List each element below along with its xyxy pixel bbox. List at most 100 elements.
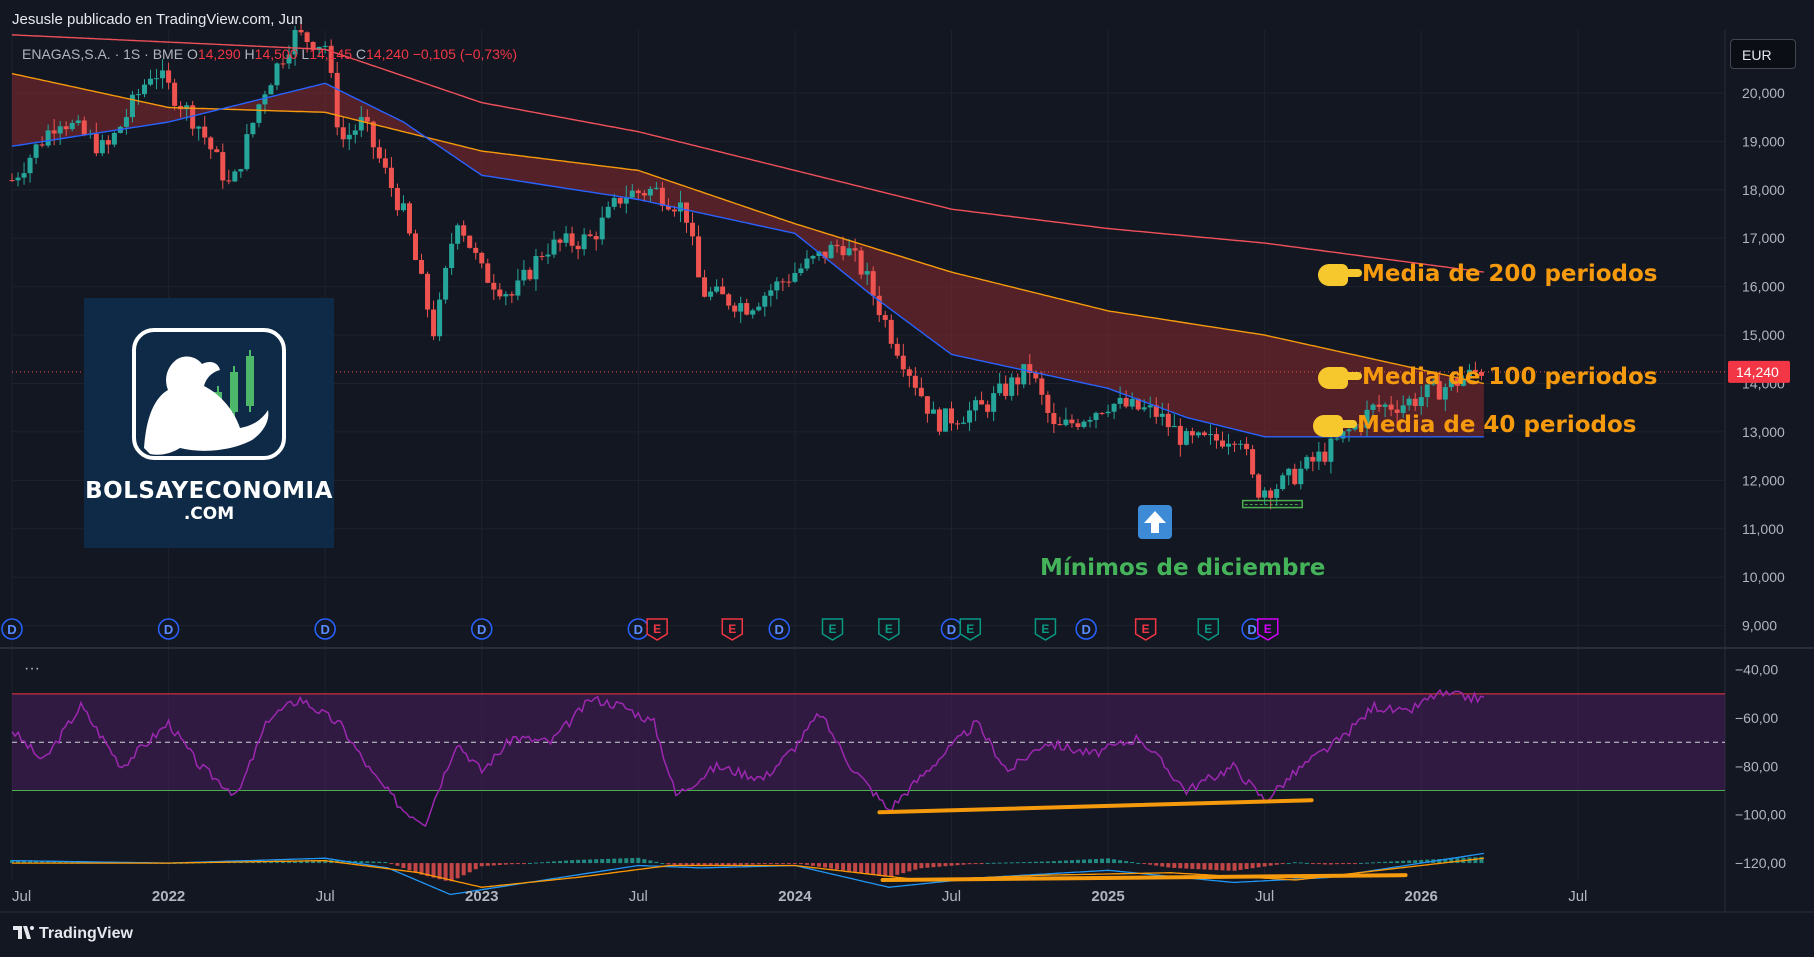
candle-body bbox=[948, 408, 954, 424]
candle bbox=[503, 291, 509, 306]
candle-body bbox=[202, 126, 208, 138]
macd-histogram-bar bbox=[985, 862, 990, 864]
macd-histogram-bar bbox=[1340, 863, 1345, 865]
candle-body bbox=[1117, 397, 1123, 404]
candle-body bbox=[123, 117, 129, 127]
candle bbox=[27, 154, 33, 183]
macd-histogram-bar bbox=[810, 863, 815, 866]
candle bbox=[1442, 383, 1448, 412]
macd-histogram-bar bbox=[1232, 863, 1237, 871]
candle-body bbox=[702, 277, 708, 297]
candle bbox=[563, 226, 569, 247]
candle-body bbox=[882, 315, 888, 320]
close-label: C bbox=[355, 46, 367, 62]
macd-histogram-bar bbox=[600, 859, 605, 864]
candle-body bbox=[756, 306, 762, 311]
macd-histogram-bar bbox=[1142, 863, 1147, 865]
candle bbox=[732, 302, 738, 318]
candle bbox=[226, 169, 232, 185]
macd-histogram-bar bbox=[1322, 863, 1327, 865]
macd-histogram-bar bbox=[16, 860, 21, 864]
candle-body bbox=[352, 130, 358, 135]
candle-body bbox=[720, 286, 726, 295]
candle bbox=[166, 62, 172, 90]
candle bbox=[75, 115, 81, 126]
candle-body bbox=[425, 273, 431, 310]
indicator-menu[interactable]: ··· bbox=[24, 660, 40, 677]
candle-body bbox=[286, 54, 292, 64]
macd-histogram-bar bbox=[798, 863, 803, 865]
candle-body bbox=[997, 383, 1003, 394]
candle bbox=[997, 372, 1003, 396]
macd-histogram-bar bbox=[1039, 861, 1044, 864]
candle bbox=[1171, 414, 1177, 428]
candle bbox=[376, 139, 382, 164]
candle-body bbox=[961, 422, 967, 424]
candle bbox=[1304, 454, 1310, 471]
candle bbox=[1358, 420, 1364, 436]
candle bbox=[587, 229, 593, 238]
macd-histogram-bar bbox=[943, 863, 948, 867]
candle bbox=[840, 236, 846, 261]
candle bbox=[684, 202, 690, 233]
candle bbox=[334, 62, 340, 136]
earnings-marker-label: E bbox=[966, 622, 974, 636]
candle bbox=[744, 298, 750, 316]
macd-histogram-bar bbox=[1009, 862, 1014, 864]
macd-histogram-bar bbox=[792, 863, 797, 865]
macd-histogram-bar bbox=[497, 863, 502, 866]
macd-histogram-bar bbox=[437, 863, 442, 880]
candle bbox=[750, 308, 756, 319]
candle-body bbox=[196, 126, 202, 129]
ma40-annotation: Media de 40 periodos bbox=[1313, 412, 1637, 438]
price-tick-label: 20,000 bbox=[1742, 85, 1785, 101]
macd-histogram-bar bbox=[1437, 859, 1442, 864]
tradingview-brand[interactable]: TradingView bbox=[13, 925, 133, 943]
event-marker: E bbox=[1197, 618, 1220, 641]
macd-histogram-bar bbox=[491, 863, 496, 866]
ma-band bbox=[12, 73, 1484, 437]
candle-body bbox=[599, 217, 605, 240]
candle-body bbox=[1135, 398, 1141, 410]
event-marker: E bbox=[1034, 618, 1057, 641]
candle bbox=[798, 263, 804, 276]
candle-body bbox=[1105, 411, 1111, 414]
macd-histogram-bar bbox=[527, 862, 532, 864]
macd-histogram-bar bbox=[1075, 859, 1080, 864]
candle-body bbox=[575, 245, 581, 250]
candle bbox=[708, 287, 714, 301]
candle bbox=[581, 228, 587, 256]
candle bbox=[1448, 377, 1454, 391]
candle-body bbox=[394, 188, 400, 211]
candle-body bbox=[1346, 429, 1352, 432]
candle bbox=[858, 246, 864, 280]
candle bbox=[412, 229, 418, 261]
macd-histogram-bar bbox=[1033, 861, 1038, 864]
candle bbox=[274, 62, 280, 91]
candle bbox=[973, 396, 979, 422]
candle-body bbox=[135, 94, 141, 96]
earnings-marker-label: E bbox=[728, 622, 736, 636]
candle-body bbox=[1015, 377, 1021, 385]
indicator-tick-label: −60,00 bbox=[1735, 710, 1778, 726]
earnings-marker-label: E bbox=[885, 622, 893, 636]
candle bbox=[1460, 375, 1466, 387]
candle-body bbox=[105, 140, 111, 145]
macd-histogram-bar bbox=[395, 863, 400, 866]
candle bbox=[322, 41, 328, 54]
time-tick-label: Jul bbox=[316, 888, 335, 905]
candle-body bbox=[190, 105, 196, 129]
macd-histogram-bar bbox=[937, 863, 942, 867]
macd-histogram-bar bbox=[991, 862, 996, 864]
candle-body bbox=[419, 259, 425, 274]
candle bbox=[431, 300, 437, 340]
currency-button[interactable]: EUR bbox=[1730, 39, 1796, 69]
candle-body bbox=[1123, 397, 1129, 407]
candle bbox=[786, 274, 792, 288]
candle-body bbox=[671, 209, 677, 212]
macd-histogram-bar bbox=[1419, 859, 1424, 864]
candle bbox=[551, 231, 557, 258]
candle-body bbox=[563, 233, 569, 243]
candle-body bbox=[1448, 378, 1454, 388]
